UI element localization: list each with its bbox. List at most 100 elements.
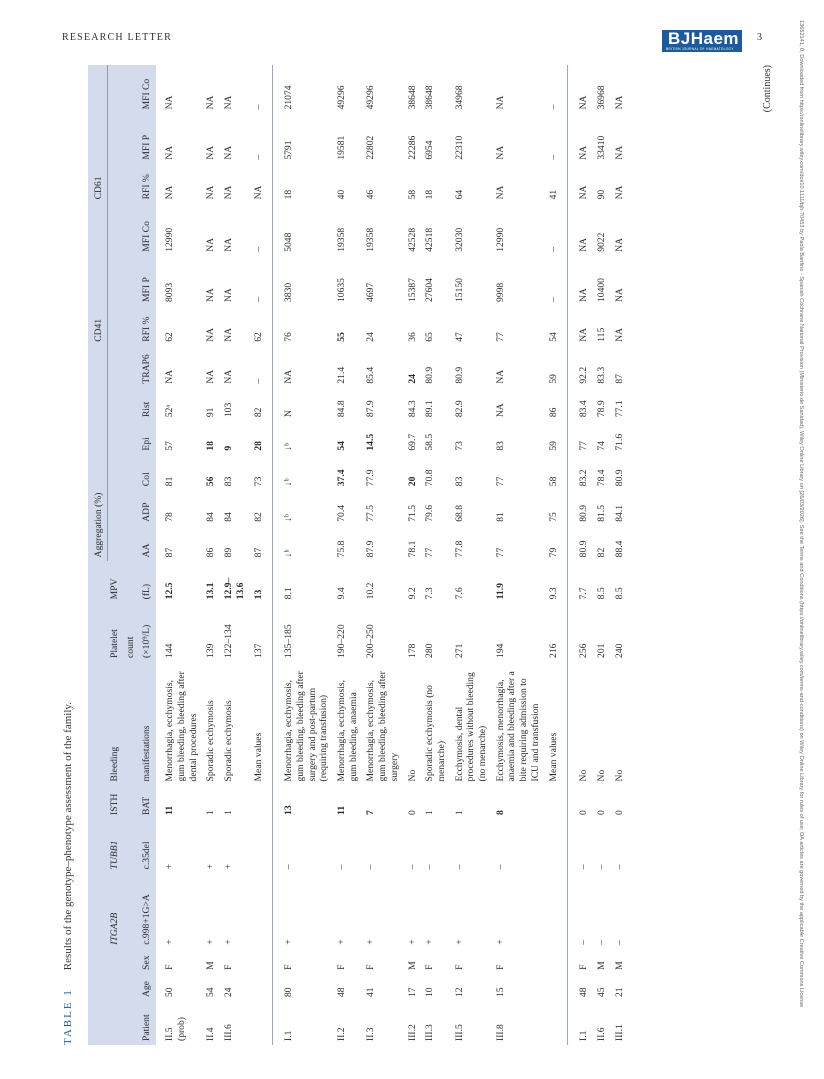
table-cell: NA bbox=[164, 145, 176, 160]
table-cell: 13.1 bbox=[205, 582, 217, 600]
table-cell: ↓ᵇ bbox=[283, 442, 295, 451]
table-cell: – bbox=[365, 864, 377, 870]
table-cell: 82 bbox=[252, 512, 264, 522]
table-cell: II.4 bbox=[205, 1027, 217, 1041]
table-cell: 12.9–13.6 bbox=[223, 577, 246, 600]
table-cell: Ecchymosis, menorrhagia, anaemia and ble… bbox=[494, 671, 541, 782]
itga2b-gene-header: ITGA2B bbox=[109, 912, 121, 945]
table-cell: I.1 bbox=[283, 1030, 295, 1041]
table-cell: 5791 bbox=[283, 140, 295, 160]
col-platelet-unit: (×10⁹/L) bbox=[138, 603, 157, 662]
table-cell: 84.3 bbox=[406, 400, 418, 418]
table-cell: 57 bbox=[164, 441, 176, 451]
table-cell: 37.4 bbox=[336, 469, 348, 487]
table-row: II.6 45 M – – 0 No 201 8.5 82 81.5 78.4 74 78.9 83.3 11… bbox=[593, 65, 611, 1045]
table-cell: NA bbox=[283, 369, 295, 384]
mpv-header: MPV bbox=[107, 561, 123, 604]
tubb1-gene-header: TUBB1 bbox=[109, 840, 121, 870]
table-cell: – bbox=[547, 104, 559, 110]
table-cell: NA bbox=[164, 185, 176, 200]
table-cell: – bbox=[494, 864, 506, 870]
table-cell: + bbox=[365, 939, 377, 945]
table-cell: – bbox=[578, 939, 590, 945]
table-cell bbox=[250, 785, 273, 818]
table-cell: 56 bbox=[205, 476, 217, 487]
table-cell: 69.7 bbox=[406, 433, 418, 451]
table-cell: 280 bbox=[424, 643, 436, 658]
table-cell: F bbox=[223, 964, 235, 970]
table-cell bbox=[545, 785, 568, 818]
table-cell: Mean values bbox=[252, 732, 264, 782]
table-cell: – bbox=[596, 864, 607, 870]
table-cell bbox=[545, 873, 568, 948]
table-cell: II.6 bbox=[596, 1027, 607, 1041]
table-cell: F bbox=[283, 964, 295, 970]
table-cell: 24 bbox=[365, 332, 377, 342]
table-cell: NA bbox=[223, 288, 235, 303]
table-cell: Mean values bbox=[547, 732, 559, 782]
table-cell bbox=[250, 949, 273, 974]
table-cell: No bbox=[578, 769, 590, 782]
table-row: II.5 (prob) 50 F + +11 Menorrhagia, ecchymosi… bbox=[156, 65, 202, 1045]
table-cell: 17 bbox=[406, 987, 418, 998]
table-cell: 1 bbox=[424, 810, 436, 815]
table-cell: 84 bbox=[223, 512, 235, 522]
table-cell: 271 bbox=[453, 643, 465, 658]
table-cell: NA bbox=[578, 288, 590, 303]
table-cell: II.2 bbox=[336, 1027, 348, 1041]
table-cell: NA bbox=[578, 95, 590, 110]
col-age: Age bbox=[138, 973, 157, 1002]
table-cell: NA bbox=[578, 185, 590, 200]
table-cell: 87 bbox=[613, 374, 625, 384]
table-cell: 79.6 bbox=[424, 504, 436, 522]
table-cell: 10.2 bbox=[365, 582, 377, 600]
table-header: Aggregation (%) CD41 CD61 ITGA2B TUBB1 I… bbox=[88, 65, 157, 1045]
table-cell: NA bbox=[613, 237, 625, 252]
table-cell: 200–250 bbox=[365, 624, 377, 658]
table-cell: 9.3 bbox=[547, 587, 559, 600]
table-cell: – bbox=[547, 297, 559, 303]
table-cell: 86 bbox=[205, 547, 217, 558]
table-cell: – bbox=[424, 864, 436, 870]
table-cell: NA bbox=[223, 145, 235, 160]
table-row: I.1 80 F + – 13 Menorrhagia, ecchymosis, gum b… bbox=[273, 65, 333, 1045]
table-cell: 8 bbox=[494, 810, 506, 815]
table-cell: 75.8 bbox=[336, 540, 348, 558]
table-cell: 70.4 bbox=[336, 504, 348, 522]
col-sex: Sex bbox=[138, 948, 157, 974]
table-cell: 59 bbox=[547, 441, 559, 451]
table-cell: 178 bbox=[406, 643, 418, 658]
table-cell: 71.6 bbox=[613, 433, 625, 451]
table-cell: 54 bbox=[547, 332, 559, 342]
genotype-phenotype-table: Aggregation (%) CD41 CD61 ITGA2B TUBB1 I… bbox=[88, 65, 633, 1045]
table-cell: NA bbox=[205, 185, 217, 200]
table-cell: 84.1 bbox=[613, 504, 625, 522]
table-cell: 6954 bbox=[424, 140, 436, 160]
table-row: III.5 12 F + – 1 Ecchymosis, dental procedures… bbox=[451, 65, 492, 1045]
table-cell: III.2 bbox=[406, 1024, 418, 1041]
table-cell: + bbox=[424, 939, 436, 945]
bleeding-header: Bleeding bbox=[107, 661, 123, 786]
table-cell: 54 bbox=[336, 441, 348, 451]
table-cell: 11.9 bbox=[494, 583, 506, 600]
table-row: II.2 48 F + – 11 Menorrhagia, ecchymosis, gum … bbox=[333, 65, 362, 1045]
table-cell: NA bbox=[494, 403, 506, 418]
table-cell: 34968 bbox=[453, 85, 465, 110]
table-cell: 73 bbox=[453, 441, 465, 451]
table-cell: 87 bbox=[252, 547, 264, 558]
table-cell: 77 bbox=[494, 332, 506, 342]
table-cell: 87.9 bbox=[365, 400, 377, 418]
table-cell: 84.8 bbox=[336, 400, 348, 418]
col-col: Col bbox=[138, 454, 157, 491]
logo-text: BJHaem bbox=[668, 29, 740, 48]
table-cell: F bbox=[578, 964, 590, 970]
table-cell bbox=[545, 949, 568, 974]
table-cell: – bbox=[613, 864, 625, 870]
table-cell: 78.4 bbox=[596, 469, 607, 487]
table-cell: I.1 bbox=[578, 1030, 590, 1041]
table-cell: 144 bbox=[164, 643, 176, 658]
table-cell: 83.3 bbox=[596, 366, 607, 384]
table-cell: – bbox=[252, 246, 264, 252]
rotated-table-block: TABLE 1 Results of the genotype–phenotype… bbox=[62, 65, 782, 1045]
section-biallelic: II.5 (prob) 50 F + +11 Menorrhagia, ecchymosi… bbox=[156, 65, 273, 1045]
